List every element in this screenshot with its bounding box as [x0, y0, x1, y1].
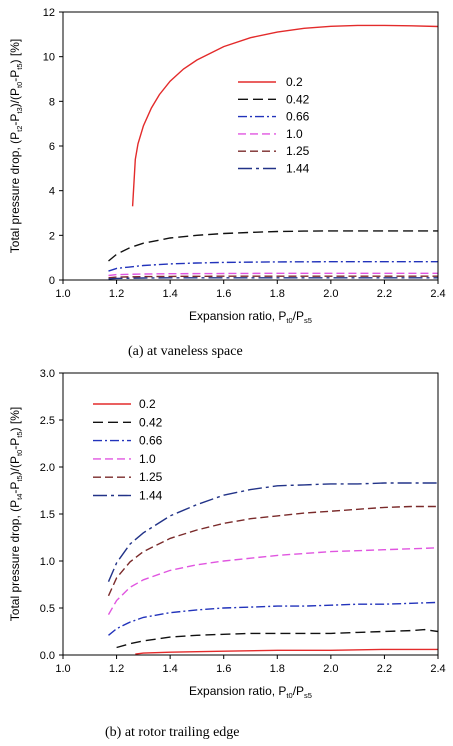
x-tick-label: 1.0	[55, 663, 70, 675]
y-axis-label: Total pressure drop, (Pt4-Pt5)/(Pt0-Pt5)…	[8, 407, 24, 621]
legend-label-1.44: 1.44	[139, 489, 163, 503]
figure-caption: (b) at rotor trailing edge	[105, 725, 240, 740]
x-tick-label: 1.2	[109, 288, 124, 300]
y-tick-label: 0.5	[40, 603, 55, 615]
y-tick-label: 2	[49, 230, 55, 242]
y-tick-label: 8	[49, 96, 55, 108]
y-tick-label: 12	[43, 7, 55, 19]
y-tick-label: 10	[43, 52, 55, 64]
legend-label-0.66: 0.66	[286, 110, 310, 124]
y-tick-label: 1.0	[40, 556, 55, 568]
y-tick-label: 3.0	[40, 368, 55, 380]
series-line-1.25	[107, 505, 438, 597]
x-tick-label: 2.4	[430, 663, 445, 675]
legend-label-1.25: 1.25	[139, 470, 163, 484]
legend-label-1.0: 1.0	[139, 452, 156, 466]
x-axis-label: Expansion ratio, Pt0/Ps5	[189, 309, 312, 325]
legend-label-0.2: 0.2	[286, 75, 303, 89]
legend: 0.2 0.42 0.66 1.0 1.25 1.44	[93, 397, 163, 503]
x-tick-label: 1.8	[270, 663, 285, 675]
x-tick-label: 2.0	[323, 663, 338, 675]
series-line-1.0	[108, 272, 438, 277]
plot-frame	[62, 11, 439, 281]
legend-label-0.42: 0.42	[286, 92, 310, 106]
x-tick-label: 1.4	[162, 663, 177, 675]
x-tick-label: 2.4	[430, 288, 445, 300]
x-tick-label: 2.2	[377, 288, 392, 300]
x-tick-label: 1.4	[162, 288, 177, 300]
y-tick-label: 1.5	[40, 509, 55, 521]
series-line-0.2	[131, 24, 438, 207]
figure-caption: (a) at vaneless space	[128, 344, 243, 359]
x-tick-label: 1.8	[270, 288, 285, 300]
series-line-1.44	[107, 482, 438, 582]
x-tick-label: 1.6	[216, 663, 231, 675]
series-line-0.42	[116, 628, 438, 649]
series-line-0.42	[108, 230, 438, 262]
chart-b: 1.0 1.2 1.4 1.6 1.8 2.0 2.2 2.4 0.0 0.5 1.0 1.5 2.0 2…	[8, 368, 446, 740]
legend-label-0.2: 0.2	[139, 397, 156, 411]
series-line-1.0	[107, 547, 438, 615]
series-line-0.66	[108, 261, 438, 272]
series-line-0.66	[108, 601, 438, 636]
legend-label-1.25: 1.25	[286, 144, 310, 158]
series-line-1.44	[108, 277, 438, 280]
x-tick-label: 2.2	[377, 663, 392, 675]
legend-label-1.44: 1.44	[286, 162, 310, 176]
y-tick-label: 6	[49, 141, 55, 153]
y-tick-label: 2.0	[40, 462, 55, 474]
y-axis-label: Total pressure drop, (Pt2-Pt3)/(Pt0-Pt5)…	[8, 39, 24, 253]
x-axis-label: Expansion ratio, Pt0/Ps5	[189, 684, 312, 700]
x-tick-label: 2.0	[323, 288, 338, 300]
x-tick-label: 1.6	[216, 288, 231, 300]
x-tick-label: 1.0	[55, 288, 70, 300]
legend-label-0.42: 0.42	[139, 415, 163, 429]
chart-a: 1.0 1.2 1.4 1.6 1.8 2.0 2.2 2.4 0 2 4 6 8 10 12 Expansi…	[8, 7, 446, 359]
plot-frame	[62, 372, 439, 656]
y-tick-label: 0.0	[40, 650, 55, 662]
y-tick-label: 2.5	[40, 415, 55, 427]
legend-label-1.0: 1.0	[286, 127, 303, 141]
legend-label-0.66: 0.66	[139, 434, 163, 448]
y-tick-label: 0	[49, 275, 55, 287]
x-tick-label: 1.2	[109, 663, 124, 675]
y-tick-label: 4	[49, 186, 55, 198]
series-line-1.25	[108, 275, 438, 279]
series-line-0.2	[135, 648, 438, 655]
legend: 0.2 0.42 0.66 1.0 1.25 1.44	[238, 75, 310, 176]
